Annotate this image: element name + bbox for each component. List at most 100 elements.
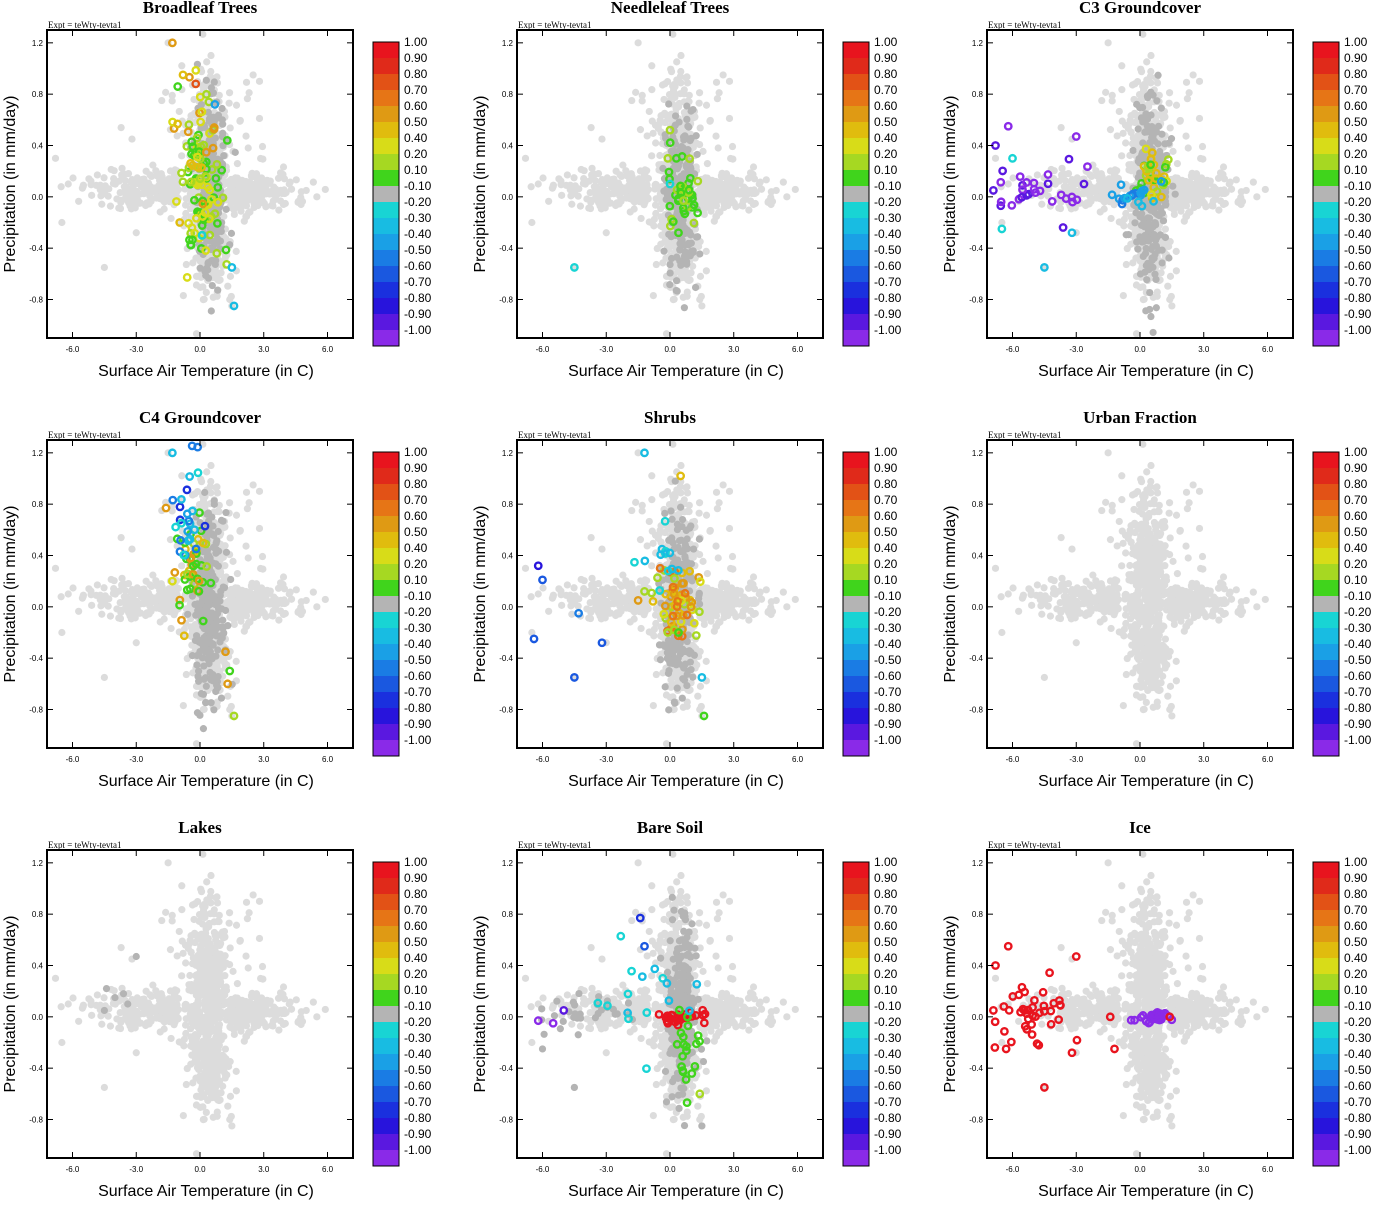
bg-point [322,186,329,193]
bg-point [671,94,678,101]
bg-point [683,73,690,80]
bg-point [280,163,287,170]
gray-point [660,248,667,255]
panel-title: Needleleaf Trees [611,0,730,17]
colorbar-label: 0.60 [404,99,428,113]
bg-point [205,339,212,346]
gray-point [1154,72,1161,79]
colorbar-label: -0.20 [1344,195,1372,209]
colorbar-swatch [843,170,869,186]
bg-point [231,211,238,218]
bg-point [1107,167,1114,174]
bg-point [677,79,684,86]
colorbar-swatch [1313,42,1339,58]
bg-point [303,187,310,194]
bg-point [168,192,175,199]
gray-point [1123,231,1130,238]
bg-point [1210,191,1217,198]
gray-point [1145,236,1152,243]
bg-point [641,201,648,208]
bg-point [684,79,691,86]
bg-point [1220,163,1227,170]
bg-point [1219,190,1226,197]
gray-point [1149,223,1156,230]
bg-point [663,330,670,337]
bg-point [657,117,664,124]
colorbar-swatch [1313,122,1339,138]
bg-point [635,185,642,192]
bg-point [528,219,535,226]
data-point [1165,156,1171,162]
bg-point [715,144,722,151]
colorbar-swatch [843,314,869,330]
colorbar-label: 0.70 [874,83,898,97]
colorbar-label: -0.20 [404,195,432,209]
bg-point [697,124,704,131]
bg-point [165,175,172,182]
colorbar-label: 0.90 [404,51,428,65]
data-point [998,179,1004,185]
bg-point [159,184,166,191]
gray-point [693,233,700,240]
bg-point [1116,108,1123,115]
gray-point [666,281,673,288]
data-point [1084,163,1090,169]
gray-point [1152,276,1159,283]
bg-point [598,135,605,142]
colorbar-swatch [373,218,399,234]
colorbar-swatch [373,42,399,58]
data-point [1118,182,1124,188]
bg-point [618,173,625,180]
bg-point [213,483,220,490]
bg-point [1107,126,1114,133]
experiment-label: Expt = teWty-tevta1 [988,20,1062,30]
bg-point [639,92,646,99]
bg-point [269,202,276,209]
colorbar-label: 1.00 [874,35,898,49]
gray-point [683,116,690,123]
gray-point [685,240,692,247]
colorbar-label: -0.70 [1344,275,1372,289]
bg-point [697,194,704,201]
bg-point [1174,175,1181,182]
bg-point [243,213,250,220]
colorbar-label: -0.50 [404,243,432,257]
gray-point [1169,183,1176,190]
colorbar-swatch [373,170,399,186]
bg-point [783,193,790,200]
bg-point [1183,213,1190,220]
bg-point [706,182,713,189]
bg-point [148,173,155,180]
bg-point [1174,160,1181,167]
bg-point [696,89,703,96]
gray-point [665,100,672,107]
bg-point [1093,194,1100,201]
bg-point [1105,39,1112,46]
bg-point [1130,164,1137,171]
gray-point [690,247,697,254]
bg-point [619,162,626,169]
bg-point [632,89,639,96]
colorbar-label: -0.60 [1344,259,1372,273]
bg-point [125,170,132,177]
bg-point [528,183,535,190]
colorbar-swatch [843,186,869,202]
bg-point [167,215,174,222]
bg-point [1182,178,1189,185]
bg-point [726,78,733,85]
colorbar-swatch [843,330,869,346]
gray-point [673,254,680,261]
bg-point [1147,79,1154,86]
data-point [1023,179,1029,185]
bg-point [97,192,104,199]
gray-point [1134,246,1141,253]
bg-point [564,171,571,178]
gray-point [201,268,208,275]
data-point [175,83,181,89]
x-tick-label: 6.0 [1262,345,1274,354]
colorbar-swatch [1313,298,1339,314]
bg-point [629,184,636,191]
colorbar-label: -0.70 [874,275,902,289]
